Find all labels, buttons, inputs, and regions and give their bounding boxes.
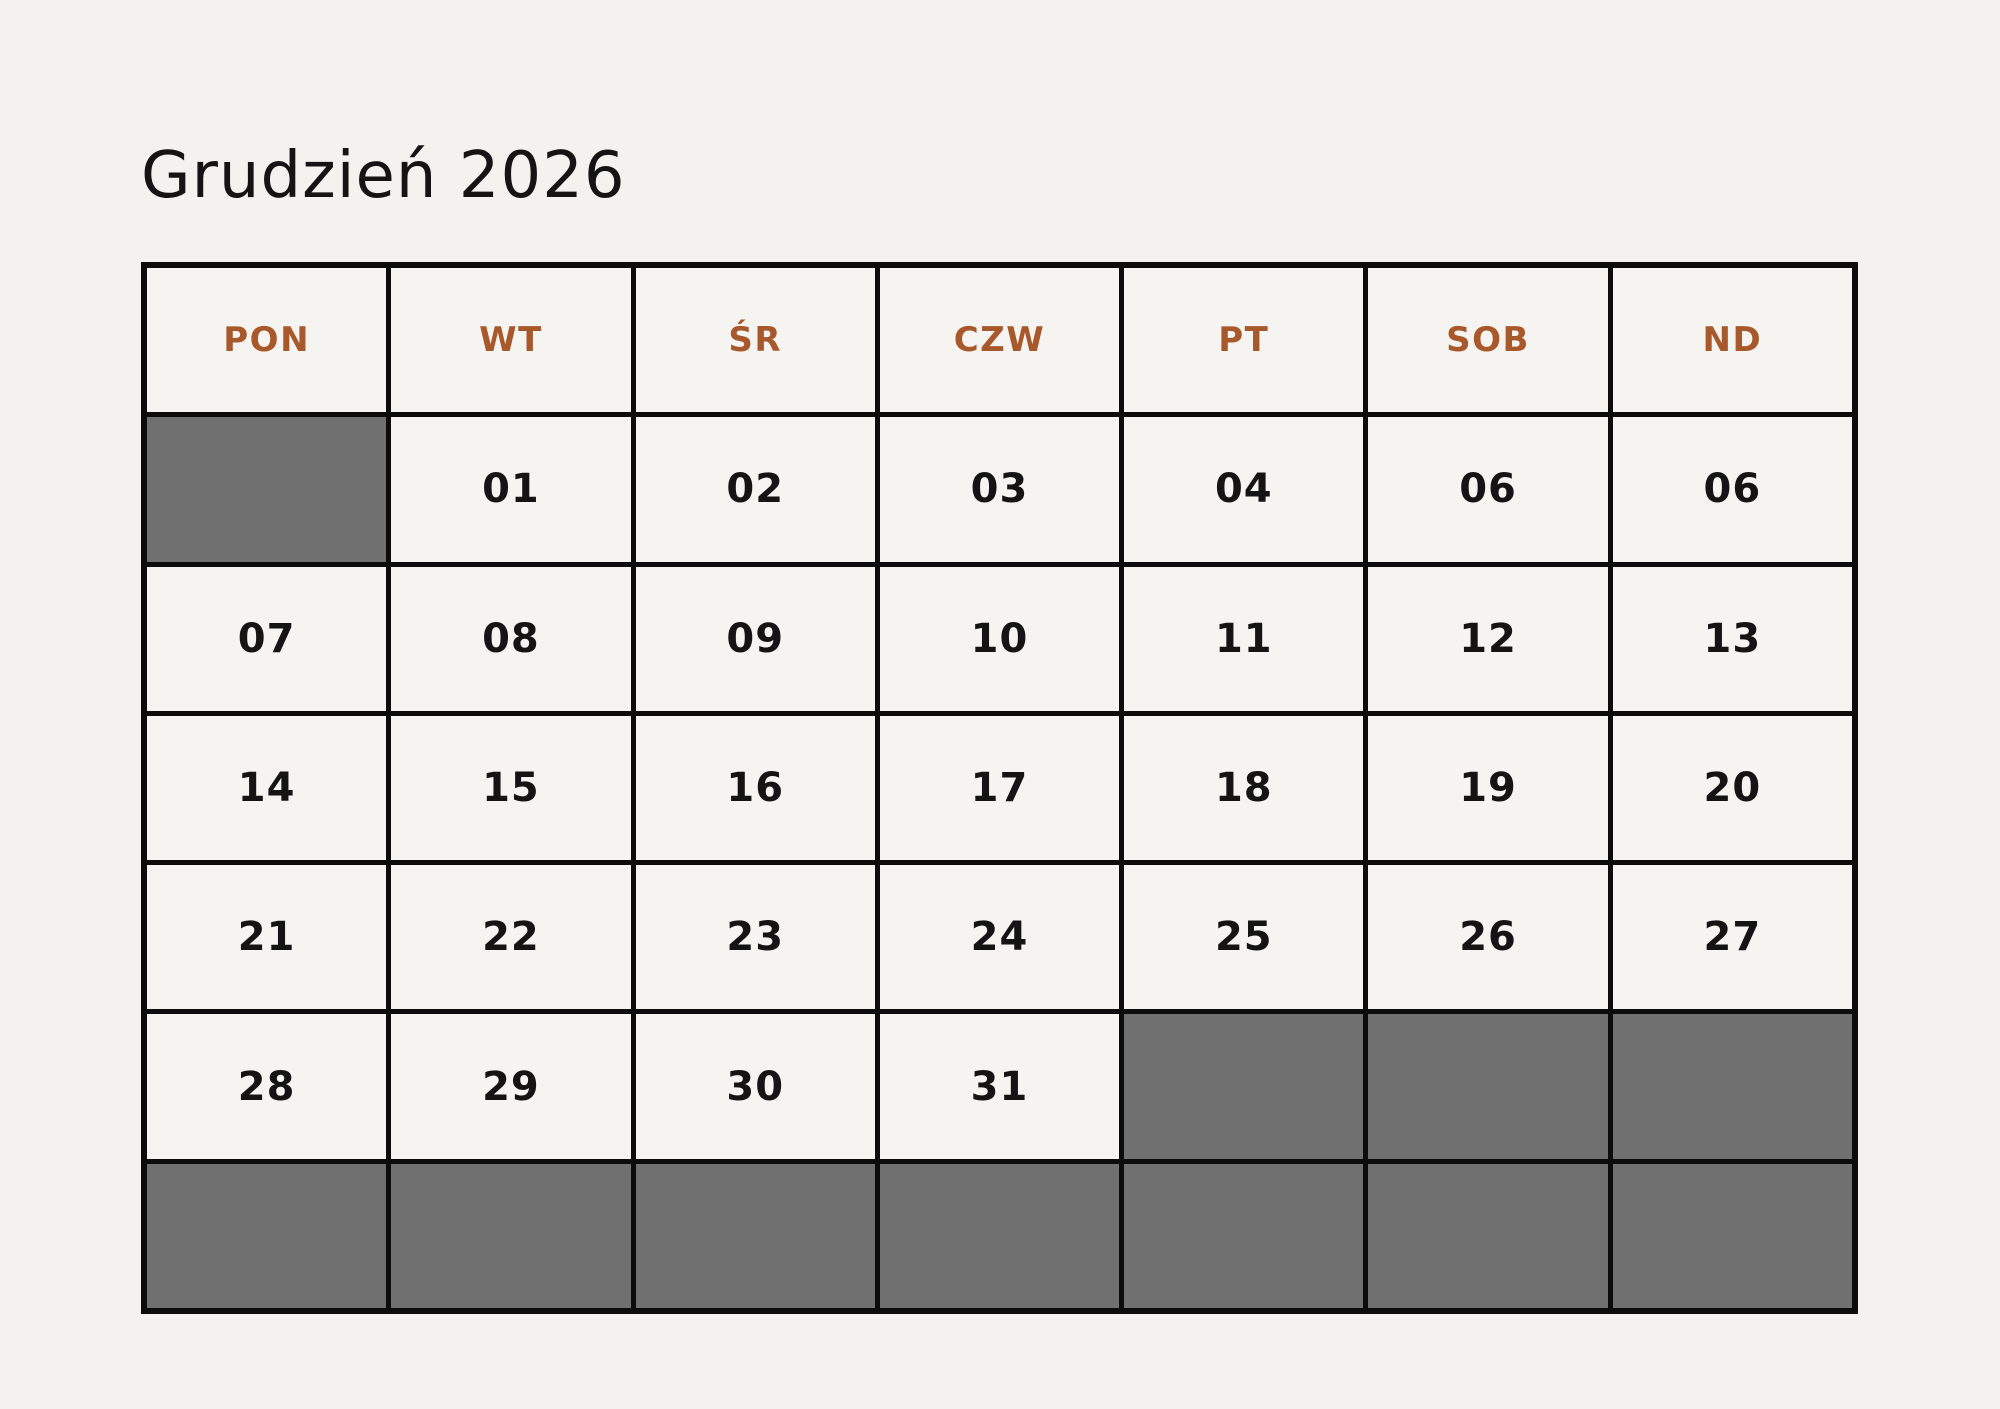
- day-cell: 28: [147, 1014, 387, 1159]
- day-cell: 12: [1368, 566, 1608, 711]
- day-cell: 21: [147, 865, 387, 1010]
- empty-day-cell: [1368, 1014, 1608, 1159]
- day-cell: 26: [1368, 865, 1608, 1010]
- weekday-header-3: CZW: [879, 268, 1120, 413]
- day-cell: 11: [1124, 566, 1364, 711]
- empty-day-cell: [879, 1163, 1120, 1308]
- empty-day-cell: [1124, 1014, 1364, 1159]
- day-cell: 23: [635, 865, 875, 1010]
- day-cell: 29: [391, 1014, 631, 1159]
- empty-day-cell: [391, 1163, 631, 1308]
- empty-day-cell: [147, 417, 387, 562]
- day-cell: 09: [635, 566, 875, 711]
- day-cell: 04: [1124, 417, 1364, 562]
- weekday-header-0: PON: [147, 268, 387, 413]
- weekday-header-5: SOB: [1368, 268, 1608, 413]
- day-cell: 30: [635, 1014, 875, 1159]
- day-cell: 07: [147, 566, 387, 711]
- day-cell: 17: [879, 715, 1120, 861]
- calendar-grid: PON WT ŚR CZW PT SOB ND 01 02 03 04 06 06 07 08 09 10 11 1…: [141, 262, 1858, 1314]
- day-cell: 22: [391, 865, 631, 1010]
- day-cell: 08: [391, 566, 631, 711]
- day-cell: 13: [1612, 566, 1852, 711]
- empty-day-cell: [1368, 1163, 1608, 1308]
- day-cell: 10: [879, 566, 1120, 711]
- weekday-header-4: PT: [1124, 268, 1364, 413]
- day-cell: 20: [1612, 715, 1852, 861]
- empty-day-cell: [1612, 1163, 1852, 1308]
- day-cell: 24: [879, 865, 1120, 1010]
- empty-day-cell: [635, 1163, 875, 1308]
- weekday-header-6: ND: [1612, 268, 1852, 413]
- day-cell: 06: [1612, 417, 1852, 562]
- empty-day-cell: [147, 1163, 387, 1308]
- day-cell: 16: [635, 715, 875, 861]
- day-cell: 15: [391, 715, 631, 861]
- empty-day-cell: [1612, 1014, 1852, 1159]
- day-cell: 03: [879, 417, 1120, 562]
- weekday-header-2: ŚR: [635, 268, 875, 413]
- day-cell: 19: [1368, 715, 1608, 861]
- day-cell: 06: [1368, 417, 1608, 562]
- day-cell: 01: [391, 417, 631, 562]
- day-cell: 02: [635, 417, 875, 562]
- weekday-header-1: WT: [391, 268, 631, 413]
- day-cell: 18: [1124, 715, 1364, 861]
- empty-day-cell: [1124, 1163, 1364, 1308]
- day-cell: 14: [147, 715, 387, 861]
- day-cell: 27: [1612, 865, 1852, 1010]
- page-title: Grudzień 2026: [141, 138, 626, 213]
- day-cell: 31: [879, 1014, 1120, 1159]
- day-cell: 25: [1124, 865, 1364, 1010]
